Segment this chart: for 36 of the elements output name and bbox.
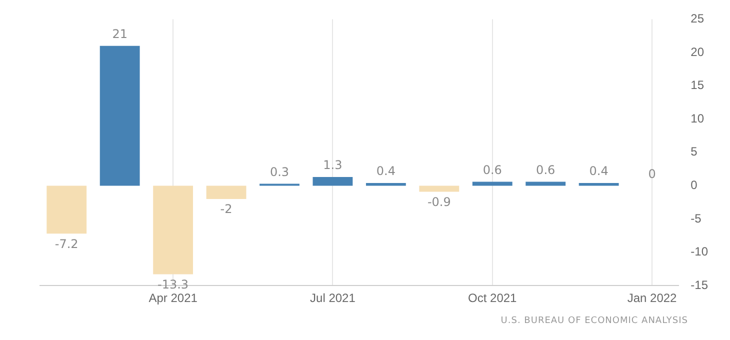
- data-label: -7.2: [54, 236, 78, 251]
- bar: [312, 177, 353, 186]
- data-label: -0.9: [427, 194, 451, 209]
- data-label: 0.4: [376, 164, 396, 178]
- y-tick-label: 25: [690, 12, 704, 26]
- bar: [526, 182, 566, 186]
- y-tick-label: 0: [690, 178, 698, 192]
- data-label: 0.6: [536, 162, 556, 177]
- data-label: 0.6: [482, 162, 502, 177]
- data-label: 0: [648, 166, 656, 181]
- data-label: -13.3: [158, 277, 189, 292]
- y-tick-label: 20: [690, 44, 704, 59]
- bar: [419, 186, 460, 192]
- x-tick-label: Jul 2021: [310, 291, 356, 306]
- data-label: 21: [112, 26, 128, 41]
- data-label: 0.4: [589, 164, 608, 178]
- bar: [153, 186, 194, 274]
- bar: [100, 46, 140, 186]
- y-tick-label: 5: [690, 144, 698, 159]
- y-tick-label: -15: [690, 278, 708, 292]
- x-tick-label: Jan 2022: [627, 291, 678, 306]
- data-label: 1.3: [323, 158, 342, 172]
- bar: [206, 186, 246, 200]
- bar: [578, 183, 619, 186]
- y-tick-label: 10: [690, 111, 704, 126]
- y-tick-label: 15: [690, 78, 704, 92]
- y-tick-label: -10: [690, 244, 708, 259]
- text: U.S. BUREAU OF ECONOMIC ANALYSIS: [500, 316, 688, 326]
- x-tick-label: Apr 2021: [148, 291, 198, 306]
- data-label: -2: [220, 202, 232, 216]
- x-tick-label: Oct 2021: [468, 291, 518, 306]
- y-tick-label: -5: [690, 211, 702, 226]
- data-label: 0.3: [270, 164, 290, 179]
- bar: [472, 182, 512, 186]
- bar: [366, 183, 406, 186]
- bar: [46, 186, 87, 234]
